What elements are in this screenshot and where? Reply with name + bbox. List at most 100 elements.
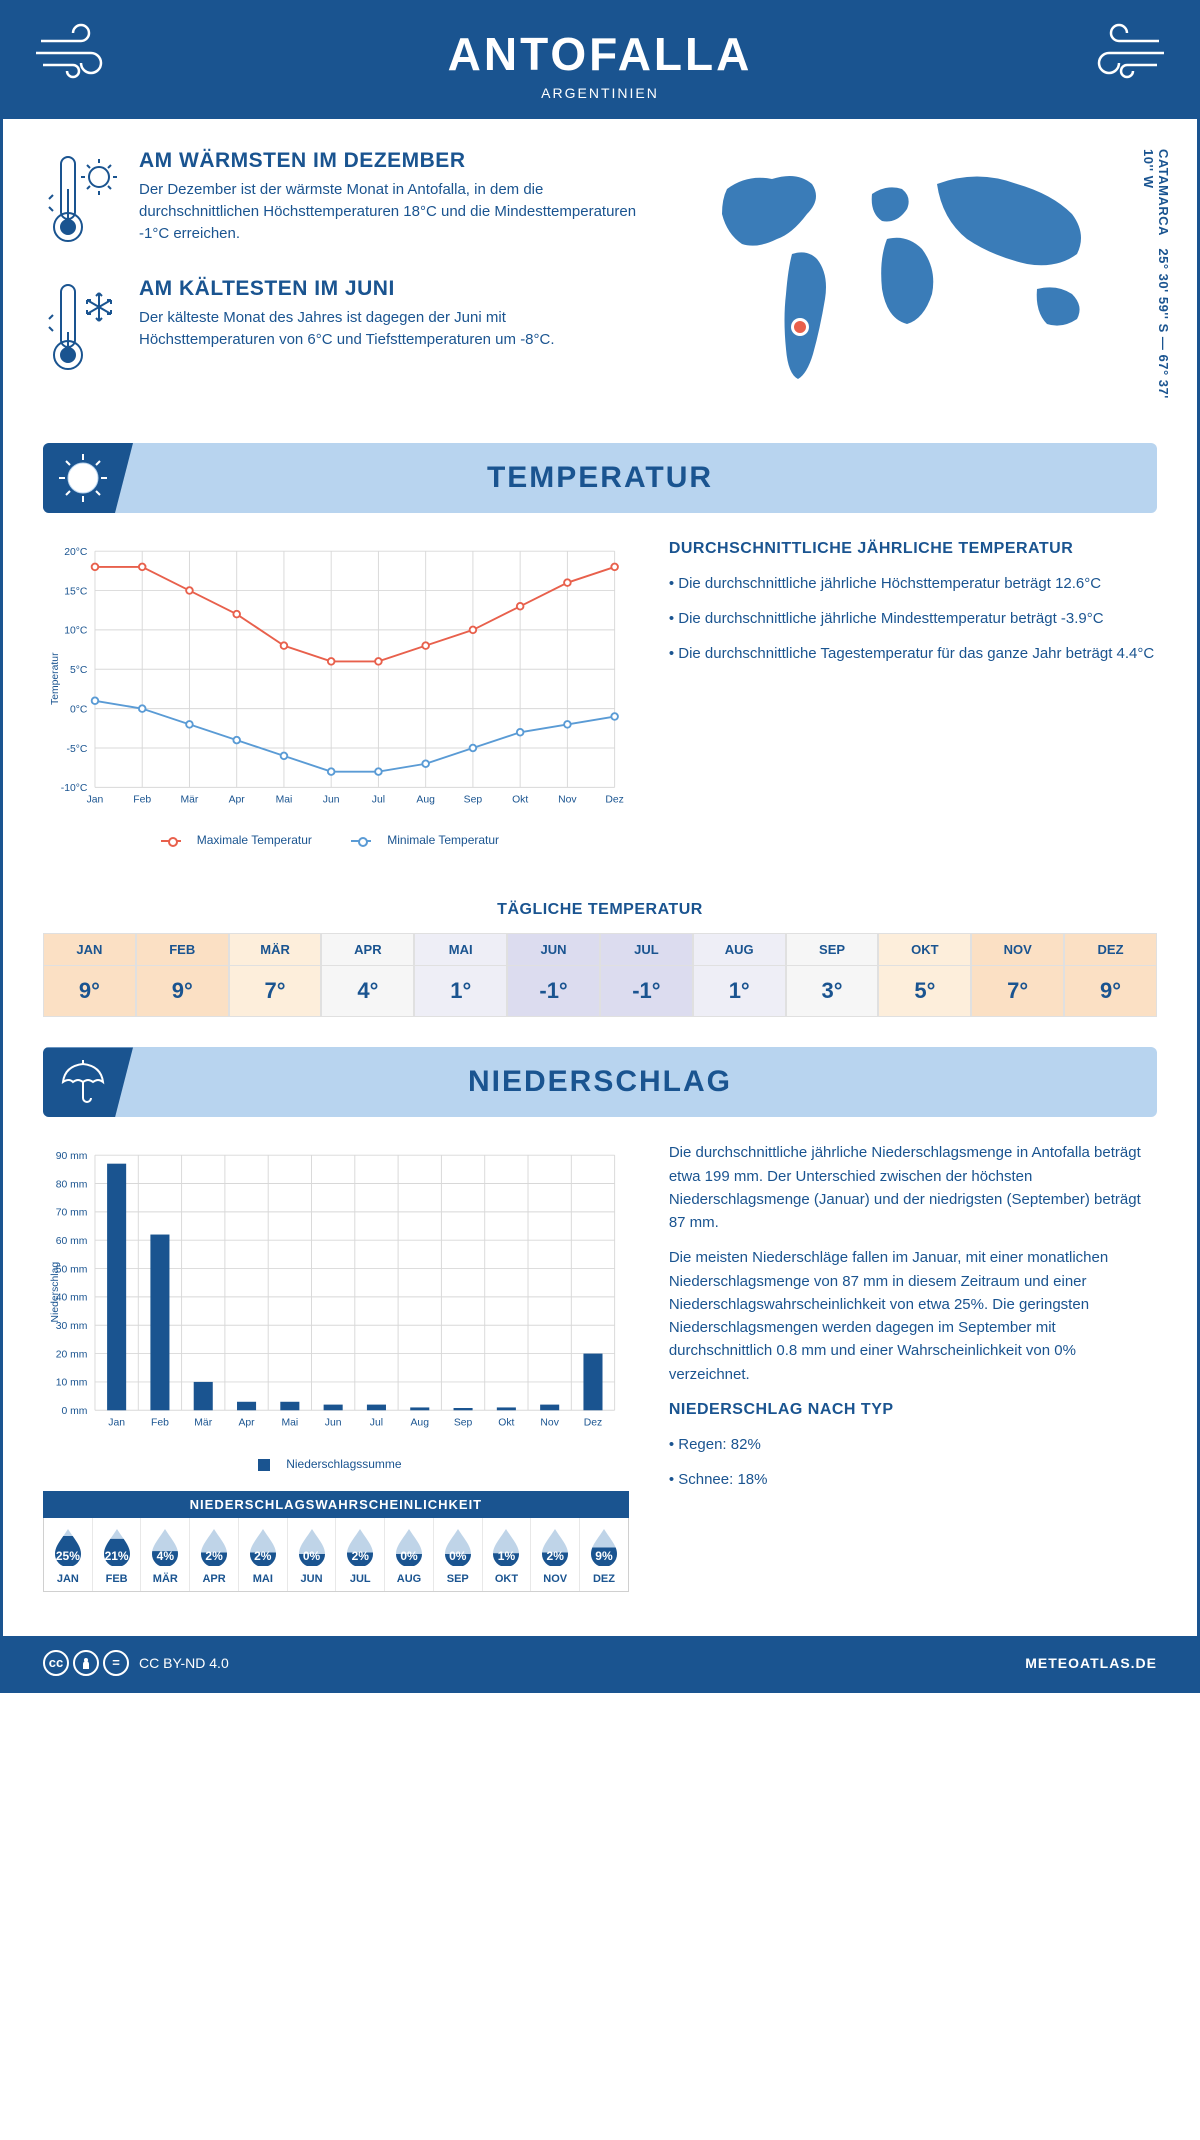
precipitation-bar-chart: 0 mm10 mm20 mm30 mm40 mm50 mm60 mm70 mm8… xyxy=(43,1141,629,1443)
svg-text:Dez: Dez xyxy=(584,1418,602,1429)
precipitation-section: 0 mm10 mm20 mm30 mm40 mm50 mm60 mm70 mm8… xyxy=(3,1141,1197,1615)
svg-text:Okt: Okt xyxy=(512,795,528,806)
coldest-title: AM KÄLTESTEN IM JUNI xyxy=(139,277,637,301)
svg-text:0 mm: 0 mm xyxy=(61,1407,87,1418)
coldest-block: AM KÄLTESTEN IM JUNI Der kälteste Monat … xyxy=(43,277,637,377)
prob-cell: 0% JUN xyxy=(288,1518,337,1591)
svg-text:Nov: Nov xyxy=(540,1418,559,1429)
month-cell: AUG 1° xyxy=(693,933,786,1017)
svg-text:Sep: Sep xyxy=(454,1418,473,1429)
wind-icon xyxy=(31,21,121,81)
svg-text:-10°C: -10°C xyxy=(61,783,88,794)
svg-text:Temperatur: Temperatur xyxy=(50,652,61,705)
page-container: ANTOFALLA ARGENTINIEN AM WÄRMSTEN IM DEZ… xyxy=(0,0,1200,1693)
month-cell: APR 4° xyxy=(321,933,414,1017)
svg-text:Mai: Mai xyxy=(276,795,293,806)
precip-legend: Niederschlagssumme xyxy=(43,1457,629,1471)
prob-cell: 0% AUG xyxy=(385,1518,434,1591)
svg-text:Nov: Nov xyxy=(558,795,577,806)
temperature-heading: TEMPERATUR xyxy=(43,461,1157,495)
temp-bullet-1: • Die durchschnittliche jährliche Höchst… xyxy=(669,572,1157,595)
temperature-section: -10°C-5°C0°C5°C10°C15°C20°CJanFebMärAprM… xyxy=(3,537,1197,871)
svg-text:Okt: Okt xyxy=(498,1418,514,1429)
prob-cell: 2% MAI xyxy=(239,1518,288,1591)
svg-text:Jun: Jun xyxy=(323,795,340,806)
month-cell: FEB 9° xyxy=(136,933,229,1017)
svg-text:Dez: Dez xyxy=(605,795,623,806)
header: ANTOFALLA ARGENTINIEN xyxy=(3,3,1197,119)
temperature-text: DURCHSCHNITTLICHE JÄHRLICHE TEMPERATUR •… xyxy=(669,537,1157,847)
month-cell: OKT 5° xyxy=(878,933,971,1017)
month-cell: DEZ 9° xyxy=(1064,933,1157,1017)
footer: cc = CC BY-ND 4.0 METEOATLAS.DE xyxy=(3,1636,1197,1690)
month-cell: JUN -1° xyxy=(507,933,600,1017)
svg-text:15°C: 15°C xyxy=(64,586,88,597)
thermometer-sun-icon xyxy=(43,149,121,249)
precip-type-2: • Schnee: 18% xyxy=(669,1468,1157,1491)
warmest-text: Der Dezember ist der wärmste Monat in An… xyxy=(139,179,637,244)
coordinates: CATAMARCA 25° 30' 59'' S — 67° 37' 10'' … xyxy=(1141,149,1171,405)
temp-bullet-3: • Die durchschnittliche Tagestemperatur … xyxy=(669,642,1157,665)
season-info: AM WÄRMSTEN IM DEZEMBER Der Dezember ist… xyxy=(43,149,637,405)
by-icon xyxy=(73,1650,99,1676)
prob-cell: 1% OKT xyxy=(483,1518,532,1591)
svg-text:Mär: Mär xyxy=(181,795,199,806)
temperature-banner: TEMPERATUR xyxy=(43,443,1157,513)
svg-text:Aug: Aug xyxy=(416,795,435,806)
svg-text:Apr: Apr xyxy=(229,795,246,806)
precipitation-heading: NIEDERSCHLAG xyxy=(43,1065,1157,1099)
precip-type-1: • Regen: 82% xyxy=(669,1433,1157,1456)
nd-icon: = xyxy=(103,1650,129,1676)
svg-text:20 mm: 20 mm xyxy=(56,1350,88,1361)
svg-text:Jun: Jun xyxy=(325,1418,342,1429)
prob-cell: 0% SEP xyxy=(434,1518,483,1591)
precipitation-banner: NIEDERSCHLAG xyxy=(43,1047,1157,1117)
prob-cell: 2% APR xyxy=(190,1518,239,1591)
cc-icon: cc xyxy=(43,1650,69,1676)
thermometer-snow-icon xyxy=(43,277,121,377)
svg-text:90 mm: 90 mm xyxy=(56,1151,88,1162)
svg-text:0°C: 0°C xyxy=(70,704,88,715)
prob-cell: 9% DEZ xyxy=(580,1518,628,1591)
svg-text:70 mm: 70 mm xyxy=(56,1208,88,1219)
svg-text:5°C: 5°C xyxy=(70,665,88,676)
month-cell: MAI 1° xyxy=(414,933,507,1017)
umbrella-icon xyxy=(55,1054,111,1110)
temp-legend: Maximale Temperatur Minimale Temperatur xyxy=(43,833,629,847)
svg-text:20°C: 20°C xyxy=(64,547,88,558)
page-subtitle: ARGENTINIEN xyxy=(3,85,1197,101)
top-section: AM WÄRMSTEN IM DEZEMBER Der Dezember ist… xyxy=(3,119,1197,435)
page-title: ANTOFALLA xyxy=(3,27,1197,81)
precip-type-title: NIEDERSCHLAG NACH TYP xyxy=(669,1398,1157,1423)
monthly-temp-grid: JAN 9° FEB 9° MÄR 7° APR 4° MAI 1° JUN -… xyxy=(43,933,1157,1017)
svg-text:Feb: Feb xyxy=(133,795,151,806)
precip-para-1: Die durchschnittliche jährliche Niedersc… xyxy=(669,1141,1157,1234)
temp-bullet-2: • Die durchschnittliche jährliche Mindes… xyxy=(669,607,1157,630)
prob-cell: 4% MÄR xyxy=(141,1518,190,1591)
prob-cell: 25% JAN xyxy=(44,1518,93,1591)
monthly-temp-title: TÄGLICHE TEMPERATUR xyxy=(3,901,1197,919)
svg-text:Mär: Mär xyxy=(194,1418,212,1429)
coldest-text: Der kälteste Monat des Jahres ist dagege… xyxy=(139,307,637,351)
temp-text-title: DURCHSCHNITTLICHE JÄHRLICHE TEMPERATUR xyxy=(669,537,1157,562)
sun-icon xyxy=(55,450,111,506)
license-text: CC BY-ND 4.0 xyxy=(139,1655,229,1671)
month-cell: NOV 7° xyxy=(971,933,1064,1017)
svg-text:-5°C: -5°C xyxy=(67,744,88,755)
prob-title: NIEDERSCHLAGSWAHRSCHEINLICHKEIT xyxy=(43,1491,629,1518)
svg-text:Jan: Jan xyxy=(87,795,104,806)
warmest-title: AM WÄRMSTEN IM DEZEMBER xyxy=(139,149,637,173)
precipitation-text: Die durchschnittliche jährliche Niedersc… xyxy=(669,1141,1157,1591)
svg-text:60 mm: 60 mm xyxy=(56,1236,88,1247)
month-cell: JUL -1° xyxy=(600,933,693,1017)
month-cell: SEP 3° xyxy=(786,933,879,1017)
wind-icon xyxy=(1079,21,1169,81)
site-name: METEOATLAS.DE xyxy=(1025,1655,1157,1671)
precipitation-probability: NIEDERSCHLAGSWAHRSCHEINLICHKEIT 25% JAN … xyxy=(43,1491,629,1592)
cc-icons: cc = xyxy=(43,1650,129,1676)
temperature-line-chart: -10°C-5°C0°C5°C10°C15°C20°CJanFebMärAprM… xyxy=(43,537,629,820)
svg-text:Aug: Aug xyxy=(411,1418,430,1429)
svg-text:Apr: Apr xyxy=(238,1418,255,1429)
svg-text:Niederschlag: Niederschlag xyxy=(50,1262,61,1323)
svg-text:Sep: Sep xyxy=(464,795,483,806)
